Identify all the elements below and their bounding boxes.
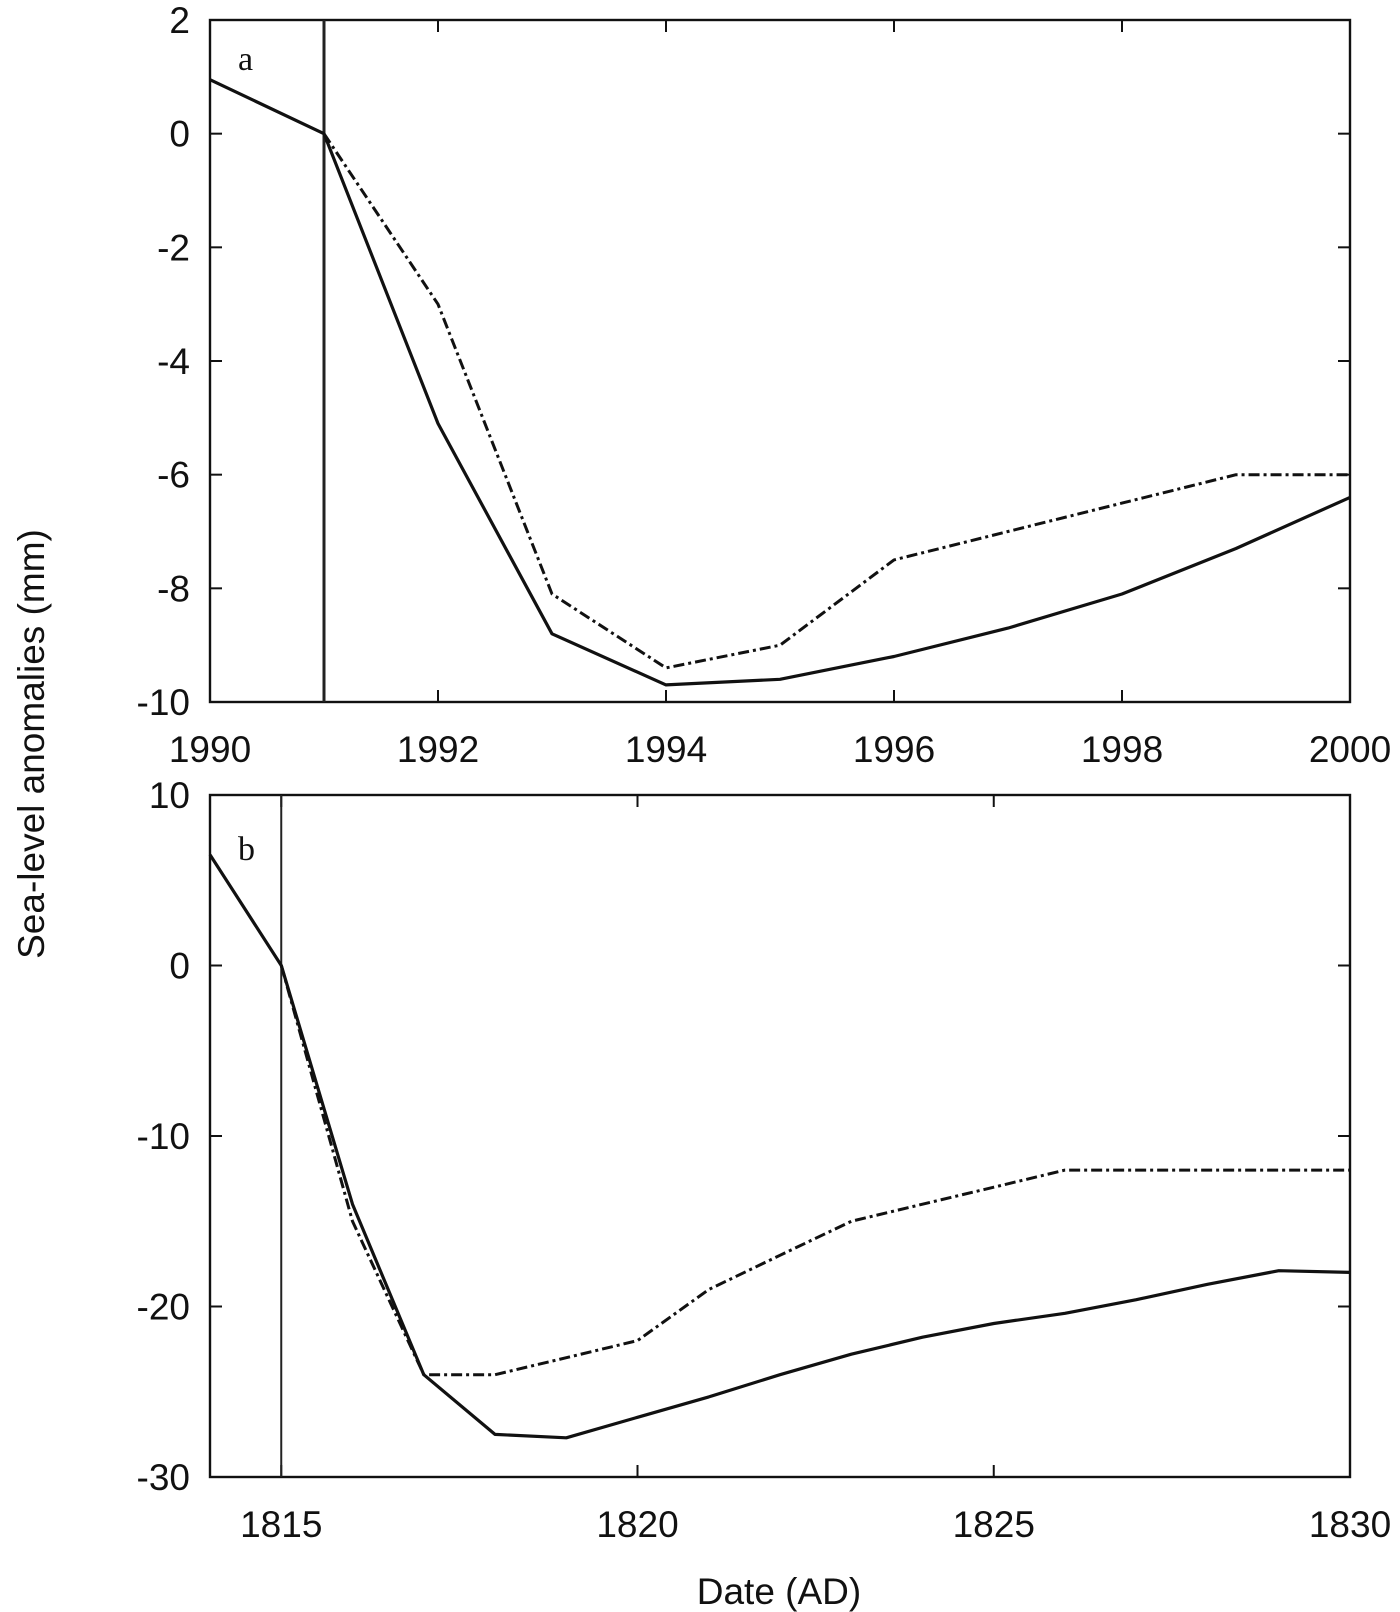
- y-tick-label: -30: [137, 1457, 190, 1498]
- x-tick-label: 1830: [1309, 1504, 1391, 1545]
- x-tick-label: 1815: [240, 1504, 322, 1545]
- panel-label: b: [238, 831, 255, 868]
- y-axis-title: Sea-level anomalies (mm): [11, 529, 52, 959]
- x-tick-label: 1992: [397, 729, 479, 770]
- series-line-solid: [208, 853, 1351, 1440]
- series-line-dashdot: [279, 965, 1350, 1377]
- x-tick-label: 1998: [1081, 729, 1163, 770]
- x-tick-label: 1990: [169, 729, 251, 770]
- y-tick-label: 0: [169, 114, 190, 155]
- x-tick-label: 1820: [596, 1504, 678, 1545]
- y-tick-label: -8: [157, 568, 190, 609]
- series-line-solid: [209, 78, 1351, 687]
- y-tick-label: -2: [157, 227, 190, 268]
- x-axis-title: Date (AD): [697, 1571, 861, 1612]
- x-tick-label: 1825: [953, 1504, 1035, 1545]
- y-tick-label: 2: [169, 0, 190, 41]
- y-tick-label: -10: [137, 682, 190, 723]
- panel-a: -10 -8 -6 -4 -2 0 2 1990 1992 1994 1996 1998 2000 a: [137, 0, 1392, 770]
- y-tick-label: -6: [157, 455, 190, 496]
- panel-label: a: [238, 41, 253, 78]
- panel-b: -30 -20 -10 0 10 1815 1820 1825 1830 b: [137, 775, 1392, 1545]
- x-tick-label: 2000: [1309, 729, 1391, 770]
- y-tick-label: 10: [149, 775, 190, 816]
- y-tick-label: 0: [169, 946, 190, 987]
- x-tick-label: 1994: [625, 729, 707, 770]
- series-line-dashdot: [322, 132, 1350, 670]
- y-tick-label: -10: [137, 1116, 190, 1157]
- plot-frame: [208, 18, 1352, 704]
- x-tick-label: 1996: [853, 729, 935, 770]
- y-tick-label: -4: [157, 341, 190, 382]
- y-tick-label: -20: [137, 1287, 190, 1328]
